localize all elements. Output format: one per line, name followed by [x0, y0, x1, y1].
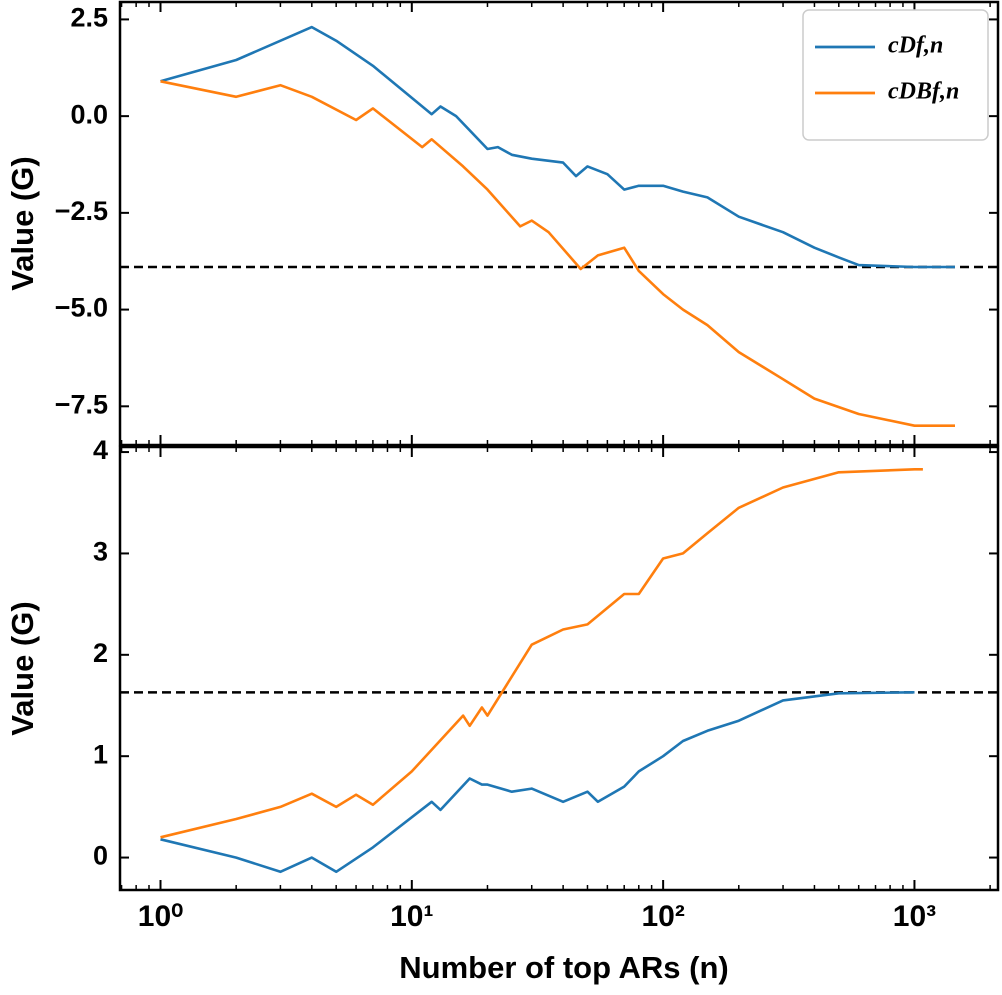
x-tick-label: 10¹ — [390, 900, 433, 933]
legend-label: cDf,n — [888, 33, 943, 59]
y-tick-label: −7.5 — [55, 389, 108, 419]
x-tick-label: 10² — [641, 900, 684, 933]
y-tick-label: −5.0 — [55, 293, 108, 323]
data-line — [160, 80, 955, 427]
y-tick-label: −2.5 — [55, 196, 108, 226]
legend-box — [802, 9, 989, 141]
y-tick-label: 0.0 — [70, 99, 108, 129]
data-line — [160, 468, 923, 839]
y-axis-label: Value (G) — [5, 156, 40, 290]
data-line — [160, 691, 915, 874]
axes-frame — [118, 445, 1000, 892]
x-axis-label: Number of top ARs (n) — [399, 950, 728, 985]
x-tick-label: 10⁰ — [138, 900, 183, 933]
y-tick-label: 2 — [93, 638, 108, 668]
y-tick-label: 3 — [93, 537, 108, 567]
axes-frame — [118, 0, 1000, 447]
x-tick-label: 10³ — [893, 900, 936, 933]
y-tick-label: 1 — [93, 739, 108, 769]
data-line — [160, 25, 955, 269]
y-tick-label: 0 — [93, 841, 108, 871]
legend-label: cDBf,n — [888, 79, 959, 105]
y-tick-label: 2.5 — [70, 3, 108, 33]
y-axis-label: Value (G) — [5, 601, 40, 735]
y-tick-label: 4 — [93, 435, 108, 465]
